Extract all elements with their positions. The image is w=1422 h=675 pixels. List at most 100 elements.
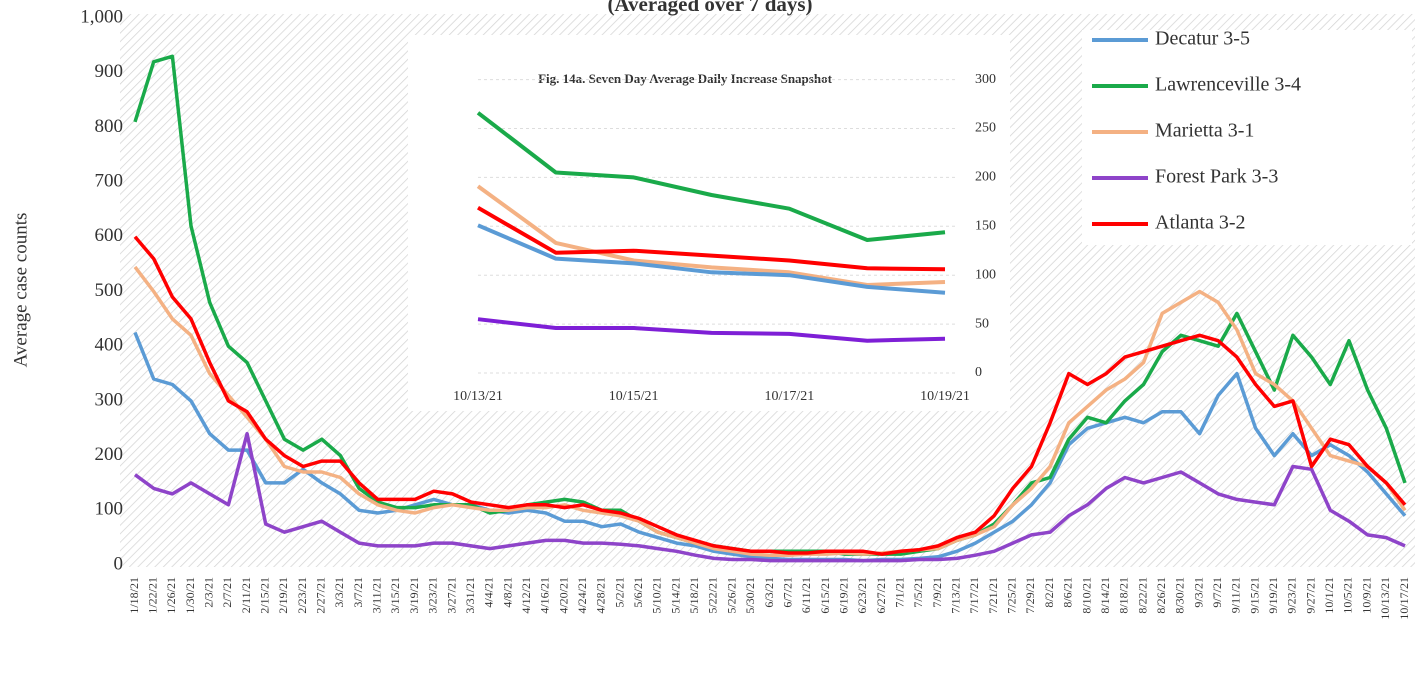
y-tick-label: 50 bbox=[975, 316, 989, 331]
x-tick-label: 1/26/21 bbox=[164, 577, 178, 614]
legend-box bbox=[1082, 30, 1412, 245]
x-tick-label: 5/2/21 bbox=[612, 577, 626, 608]
x-tick-label: 3/7/21 bbox=[351, 577, 365, 608]
x-tick-label: 3/19/21 bbox=[407, 577, 421, 614]
x-tick-label: 7/1/21 bbox=[892, 577, 906, 608]
x-tick-label: 8/26/21 bbox=[1154, 577, 1168, 614]
x-tick-label: 6/11/21 bbox=[799, 577, 813, 613]
x-tick-label: 6/27/21 bbox=[874, 577, 888, 614]
x-tick-label: 7/29/21 bbox=[1023, 577, 1037, 614]
x-tick-label: 10/13/21 bbox=[453, 389, 503, 404]
series-line bbox=[477, 317, 946, 343]
x-tick-label: 3/11/21 bbox=[370, 577, 384, 613]
x-tick-label: 5/10/21 bbox=[650, 577, 664, 614]
x-tick-label: 4/8/21 bbox=[500, 577, 514, 608]
x-tick-label: 3/15/21 bbox=[388, 577, 402, 614]
x-tick-label: 9/11/21 bbox=[1229, 577, 1243, 613]
x-tick-label: 4/20/21 bbox=[556, 577, 570, 614]
y-tick-label: 400 bbox=[95, 335, 124, 356]
y-tick-label: 150 bbox=[975, 219, 996, 234]
x-tick-label: 1/22/21 bbox=[145, 577, 159, 614]
series-line bbox=[133, 265, 1407, 557]
legend-label: Atlanta 3-2 bbox=[1155, 212, 1246, 234]
legend-label: Lawrenceville 3-4 bbox=[1155, 74, 1301, 96]
x-tick-label: 2/7/21 bbox=[220, 577, 234, 608]
x-tick-label: 8/30/21 bbox=[1173, 577, 1187, 614]
x-tick-label: 10/9/21 bbox=[1359, 577, 1373, 614]
chart-title: (Averaged over 7 days) bbox=[607, 0, 812, 16]
series-line bbox=[133, 431, 1406, 563]
x-tick-label: 6/19/21 bbox=[836, 577, 850, 614]
x-tick-label: 9/3/21 bbox=[1191, 577, 1205, 608]
y-tick-label: 600 bbox=[95, 225, 124, 246]
x-tick-label: 3/31/21 bbox=[463, 577, 477, 614]
series-line bbox=[476, 205, 946, 272]
x-tick-label: 7/17/21 bbox=[967, 577, 981, 614]
x-tick-label: 10/19/21 bbox=[920, 389, 970, 404]
x-tick-label: 5/14/21 bbox=[668, 577, 682, 614]
x-tick-label: 8/18/21 bbox=[1117, 577, 1131, 614]
y-tick-label: 200 bbox=[95, 444, 124, 465]
y-tick-label: 100 bbox=[975, 267, 996, 282]
inset-title: Fig. 14a. Seven Day Average Daily Increa… bbox=[538, 71, 832, 86]
x-tick-label: 10/13/21 bbox=[1378, 577, 1392, 620]
x-tick-label: 8/6/21 bbox=[1061, 577, 1075, 608]
x-tick-label: 8/10/21 bbox=[1079, 577, 1093, 614]
series-line bbox=[477, 223, 946, 295]
x-tick-label: 4/4/21 bbox=[482, 577, 496, 608]
series-line bbox=[133, 235, 1407, 556]
x-tick-label: 4/12/21 bbox=[519, 577, 533, 614]
x-tick-label: 10/17/21 bbox=[1397, 577, 1411, 620]
y-tick-label: 900 bbox=[95, 61, 124, 82]
legend-label: Forest Park 3-3 bbox=[1155, 166, 1278, 188]
x-tick-label: 6/23/21 bbox=[855, 577, 869, 614]
x-tick-label: 4/28/21 bbox=[594, 577, 608, 614]
x-tick-label: 7/5/21 bbox=[911, 577, 925, 608]
x-tick-label: 6/7/21 bbox=[780, 577, 794, 608]
x-tick-label: 2/27/21 bbox=[314, 577, 328, 614]
y-axis-label: Average case counts bbox=[10, 213, 31, 368]
x-tick-label: 8/2/21 bbox=[1042, 577, 1056, 608]
x-tick-label: 5/6/21 bbox=[631, 577, 645, 608]
x-tick-label: 10/17/21 bbox=[764, 389, 814, 404]
x-tick-label: 2/19/21 bbox=[276, 577, 290, 614]
x-tick-label: 7/9/21 bbox=[930, 577, 944, 608]
y-tick-label: 300 bbox=[95, 389, 124, 410]
y-tick-label: 800 bbox=[95, 116, 124, 137]
y-tick-label: 200 bbox=[975, 170, 996, 185]
x-tick-label: 2/15/21 bbox=[257, 577, 271, 614]
x-tick-label: 5/30/21 bbox=[743, 577, 757, 614]
x-tick-label: 7/25/21 bbox=[1005, 577, 1019, 614]
x-tick-label: 3/3/21 bbox=[332, 577, 346, 608]
legend-label: Marietta 3-1 bbox=[1155, 120, 1254, 142]
x-tick-label: 6/15/21 bbox=[818, 577, 832, 614]
x-tick-label: 10/1/21 bbox=[1322, 577, 1336, 614]
x-tick-label: 2/23/21 bbox=[295, 577, 309, 614]
y-tick-label: 250 bbox=[975, 121, 996, 136]
x-tick-label: 9/7/21 bbox=[1210, 577, 1224, 608]
x-tick-label: 9/15/21 bbox=[1247, 577, 1261, 614]
x-tick-label: 7/21/21 bbox=[986, 577, 1000, 614]
x-tick-label: 9/19/21 bbox=[1266, 577, 1280, 614]
x-tick-label: 9/27/21 bbox=[1303, 577, 1317, 614]
y-tick-label: 500 bbox=[95, 280, 124, 301]
x-tick-label: 4/16/21 bbox=[538, 577, 552, 614]
y-tick-label: 100 bbox=[95, 499, 124, 520]
x-tick-label: 8/22/21 bbox=[1135, 577, 1149, 614]
x-tick-label: 5/26/21 bbox=[724, 577, 738, 614]
series-line bbox=[133, 331, 1407, 563]
x-tick-label: 10/5/21 bbox=[1341, 577, 1355, 614]
x-tick-label: 2/11/21 bbox=[239, 577, 253, 613]
inset-background bbox=[408, 35, 1010, 411]
x-tick-label: 6/3/21 bbox=[762, 577, 776, 608]
x-tick-label: 1/30/21 bbox=[183, 577, 197, 614]
y-tick-label: 0 bbox=[114, 553, 124, 574]
y-tick-label: 0 bbox=[975, 365, 982, 380]
x-tick-label: 2/3/21 bbox=[201, 577, 215, 608]
y-tick-label: 1,000 bbox=[80, 6, 123, 27]
x-tick-label: 7/13/21 bbox=[949, 577, 963, 614]
y-tick-label: 300 bbox=[975, 72, 996, 87]
x-tick-label: 5/22/21 bbox=[706, 577, 720, 614]
x-tick-label: 1/18/21 bbox=[127, 577, 141, 614]
